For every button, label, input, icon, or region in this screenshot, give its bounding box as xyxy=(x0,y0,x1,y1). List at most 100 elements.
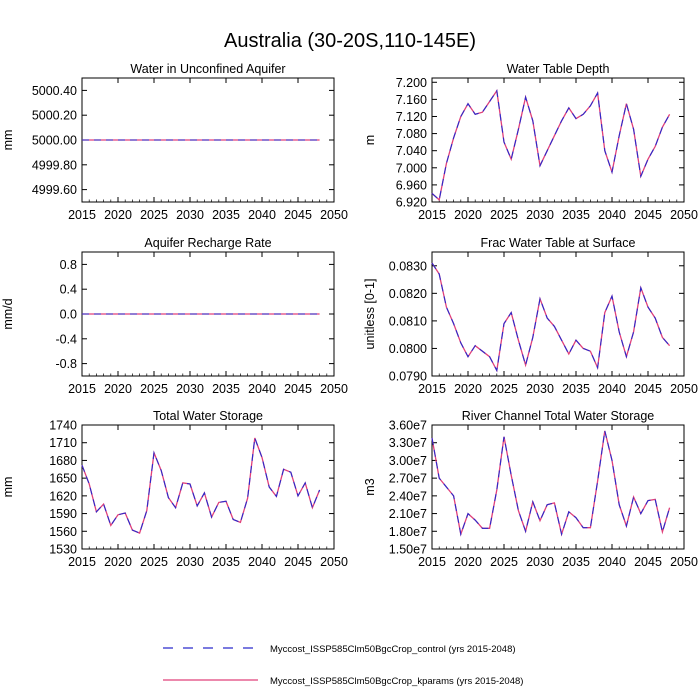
x-tick-label: 2040 xyxy=(248,208,276,222)
panel-title: Water in Unconfined Aquifer xyxy=(130,62,285,76)
x-tick-label: 2015 xyxy=(68,382,96,396)
x-tick-label: 2035 xyxy=(562,555,590,569)
legend-label-2: Myccost_ISSP585Clm50BgcCrop_kparams (yrs… xyxy=(270,676,523,687)
x-tick-label: 2020 xyxy=(454,208,482,222)
series-line-control xyxy=(81,437,321,534)
x-tick-label: 2025 xyxy=(140,555,168,569)
y-tick-label: 7.120 xyxy=(396,110,427,124)
x-tick-label: 2035 xyxy=(562,208,590,222)
x-tick-label: 2025 xyxy=(490,555,518,569)
x-tick-label: 2025 xyxy=(490,208,518,222)
x-tick-label: 2040 xyxy=(598,555,626,569)
plot-frame xyxy=(81,424,335,550)
y-tick-label: 0.0830 xyxy=(389,259,427,273)
y-tick-label: 2.40e7 xyxy=(389,489,427,503)
x-tick-label: 2040 xyxy=(598,208,626,222)
x-tick-label: 2015 xyxy=(68,208,96,222)
x-tick-label: 2040 xyxy=(248,382,276,396)
x-tick-label: 2035 xyxy=(212,208,240,222)
panel-title: Total Water Storage xyxy=(153,409,263,423)
y-axis-label: mm xyxy=(1,477,15,498)
series-line-kparams xyxy=(431,262,671,373)
y-tick-label: 0.0 xyxy=(60,308,77,322)
x-tick-label: 2050 xyxy=(320,555,348,569)
series-line-control xyxy=(431,430,671,537)
x-tick-label: 2025 xyxy=(140,382,168,396)
panel-3: Aquifer Recharge Rate 2015 2020 2025 2030 203… xyxy=(1,236,348,396)
y-tick-label: 0.0790 xyxy=(389,370,427,384)
panel-6: River Channel Total Water Storage 2015 202… xyxy=(363,409,698,569)
x-tick-label: 2015 xyxy=(68,555,96,569)
x-tick-label: 2020 xyxy=(454,382,482,396)
y-tick-label: 0.0820 xyxy=(389,287,427,301)
y-axis-label: m xyxy=(363,135,377,145)
legend: Myccost_ISSP585Clm50BgcCrop_control (yrs… xyxy=(163,644,523,687)
series-line-control xyxy=(431,89,671,201)
x-tick-label: 2045 xyxy=(634,208,662,222)
y-tick-label: 7.200 xyxy=(396,76,427,90)
x-tick-label: 2020 xyxy=(104,208,132,222)
x-tick-label: 2030 xyxy=(526,382,554,396)
y-tick-label: 5000.00 xyxy=(32,134,77,148)
x-tick-label: 2020 xyxy=(454,555,482,569)
y-tick-label: 1.50e7 xyxy=(389,543,427,557)
series-line-kparams xyxy=(431,89,671,202)
y-axis-label: mm xyxy=(1,130,15,151)
y-tick-label: 5000.20 xyxy=(32,109,77,123)
x-tick-label: 2040 xyxy=(248,555,276,569)
y-tick-label: 5000.40 xyxy=(32,84,77,98)
y-tick-label: 0.8 xyxy=(60,258,77,272)
y-tick-label: 7.080 xyxy=(396,127,427,141)
x-tick-label: 2030 xyxy=(176,208,204,222)
y-tick-label: 7.160 xyxy=(396,93,427,107)
x-tick-label: 2015 xyxy=(418,208,446,222)
y-tick-label: 6.920 xyxy=(396,196,427,210)
series-line-kparams xyxy=(81,437,321,534)
y-tick-label: 1590 xyxy=(49,507,77,521)
panel-1: Water in Unconfined Aquifer 2015 2020 2025 2… xyxy=(1,62,348,222)
y-tick-label: -0.8 xyxy=(55,357,77,371)
y-tick-label: 4999.80 xyxy=(32,158,77,172)
y-tick-label: 6.960 xyxy=(396,178,427,192)
x-tick-label: 2035 xyxy=(212,382,240,396)
x-tick-label: 2050 xyxy=(320,382,348,396)
x-tick-label: 2030 xyxy=(526,555,554,569)
x-tick-label: 2045 xyxy=(634,555,662,569)
plot-frame xyxy=(431,251,685,377)
panel-title: Water Table Depth xyxy=(507,62,610,76)
y-tick-label: 0.0800 xyxy=(389,342,427,356)
legend-label-1: Myccost_ISSP585Clm50BgcCrop_control (yrs… xyxy=(270,644,516,655)
y-tick-label: 1620 xyxy=(49,489,77,503)
x-tick-label: 2035 xyxy=(562,382,590,396)
x-tick-label: 2045 xyxy=(284,382,312,396)
plot-frame xyxy=(431,77,685,203)
panel-4: Frac Water Table at Surface 2015 2020 2025 2… xyxy=(363,236,698,396)
x-tick-label: 2015 xyxy=(418,555,446,569)
x-tick-label: 2020 xyxy=(104,382,132,396)
x-tick-label: 2045 xyxy=(634,382,662,396)
y-tick-label: 4999.60 xyxy=(32,183,77,197)
panel-5: Total Water Storage 2015 2020 2025 2030 2035 2… xyxy=(1,409,348,569)
y-axis-label: m3 xyxy=(363,478,377,495)
y-tick-label: 3.00e7 xyxy=(389,454,427,468)
x-tick-label: 2030 xyxy=(176,382,204,396)
y-tick-label: 1530 xyxy=(49,543,77,557)
y-tick-label: 1.80e7 xyxy=(389,525,427,539)
y-tick-label: 0.4 xyxy=(60,283,77,297)
panel-2: Water Table Depth 2015 2020 2025 2030 2035 204… xyxy=(363,62,698,222)
x-tick-label: 2045 xyxy=(284,208,312,222)
y-axis-label: unitless [0-1] xyxy=(363,279,377,350)
panel-title: Aquifer Recharge Rate xyxy=(144,236,271,250)
y-tick-label: 1740 xyxy=(49,419,77,433)
panel-title: Frac Water Table at Surface xyxy=(481,236,636,250)
y-tick-label: -0.4 xyxy=(55,332,77,346)
x-tick-label: 2045 xyxy=(284,555,312,569)
series-line-control xyxy=(431,262,671,373)
x-tick-label: 2050 xyxy=(670,208,698,222)
y-tick-label: 1650 xyxy=(49,472,77,486)
x-tick-label: 2050 xyxy=(670,382,698,396)
x-tick-label: 2030 xyxy=(526,208,554,222)
x-tick-label: 2020 xyxy=(104,555,132,569)
